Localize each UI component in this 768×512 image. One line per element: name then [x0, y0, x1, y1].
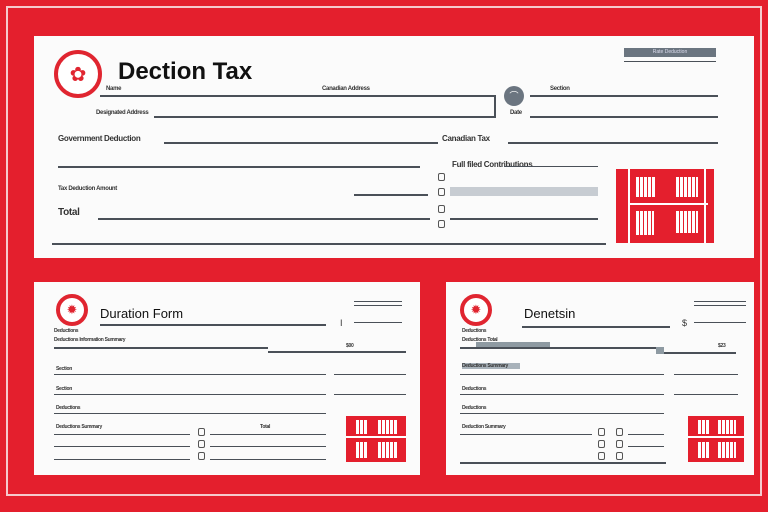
- label-government: Government Deduction: [58, 134, 141, 143]
- label-deductions-3: Deductions: [462, 405, 487, 411]
- form-title: Duration Form: [100, 306, 184, 321]
- label-deduction-amount: Tax Deduction Amount: [58, 186, 117, 192]
- checkbox[interactable]: [598, 440, 605, 448]
- total-field[interactable]: [98, 218, 430, 220]
- building-icon: [346, 416, 406, 462]
- label-contributions: Full filed Contributions: [452, 160, 533, 169]
- label-deductions-2: Deductions: [56, 405, 81, 411]
- designated-field[interactable]: [154, 116, 496, 118]
- maple-leaf-icon: ✹: [460, 294, 492, 326]
- amount-label: $00: [346, 343, 354, 349]
- name-field[interactable]: [100, 95, 496, 97]
- form-title: Denetsin: [524, 306, 576, 321]
- section-field-2[interactable]: [54, 394, 326, 395]
- avatar-icon: ⌒: [504, 86, 524, 106]
- checkbox[interactable]: [616, 428, 623, 436]
- canadian-tax-field[interactable]: [508, 142, 718, 144]
- checkbox[interactable]: [616, 440, 623, 448]
- section-field[interactable]: [530, 95, 718, 97]
- cursor-icon: I: [340, 318, 343, 328]
- label-designated: Designated Address: [96, 110, 149, 116]
- building-icon: [688, 416, 744, 462]
- label-section: Section: [56, 366, 72, 372]
- left-deduction-form: ✹ Duration Form I Deductions Deductions …: [34, 282, 420, 475]
- label-summary: Deductions Information Summary: [54, 337, 126, 343]
- label-section-2: Section: [56, 386, 72, 392]
- checkbox[interactable]: [438, 188, 445, 196]
- checkbox[interactable]: [438, 220, 445, 228]
- label-deductions-2: Deductions: [462, 386, 487, 392]
- government-field[interactable]: [164, 142, 438, 144]
- form-title: Dection Tax: [118, 58, 253, 85]
- page-border: [6, 6, 762, 496]
- checkbox[interactable]: [438, 205, 445, 213]
- label-deductions: Deductions: [54, 328, 79, 334]
- top-tax-form: ✿ Dection Tax Rate Deduction Name Canadi…: [34, 36, 754, 258]
- section-field[interactable]: [54, 374, 326, 375]
- maple-leaf-icon: ✹: [56, 294, 88, 326]
- date-field[interactable]: [530, 116, 718, 118]
- label-deductions-summary: Deductions Summary: [56, 424, 103, 430]
- label-date: Date: [510, 110, 522, 116]
- label-deductions: Deductions: [462, 328, 487, 334]
- checkbox[interactable]: [198, 452, 205, 460]
- dollar-icon: $: [682, 318, 688, 328]
- label-total: Deductions Total: [462, 337, 498, 343]
- checkbox[interactable]: [616, 452, 623, 460]
- checkbox[interactable]: [598, 452, 605, 460]
- header-bar: Rate Deduction: [624, 48, 716, 57]
- label-canadian-tax: Canadian Tax: [442, 134, 490, 143]
- label-section: Section: [550, 86, 570, 92]
- checkbox[interactable]: [198, 428, 205, 436]
- maple-leaf-icon: ✿: [54, 50, 102, 98]
- label-deduction-summary: Deduction Summary: [462, 424, 506, 430]
- label-name: Name: [106, 86, 122, 92]
- checkbox[interactable]: [598, 428, 605, 436]
- label-summary: Deductions Summary: [462, 363, 509, 369]
- label-total: Total: [260, 424, 271, 430]
- building-icon: [616, 169, 714, 243]
- amount-label: $23: [718, 343, 726, 349]
- label-address: Canadian Address: [322, 86, 370, 92]
- checkbox[interactable]: [438, 173, 445, 181]
- label-total: Total: [58, 207, 80, 218]
- right-deduction-form: ✹ Denetsin $ Deductions Deductions Total…: [446, 282, 754, 475]
- checkbox[interactable]: [198, 440, 205, 448]
